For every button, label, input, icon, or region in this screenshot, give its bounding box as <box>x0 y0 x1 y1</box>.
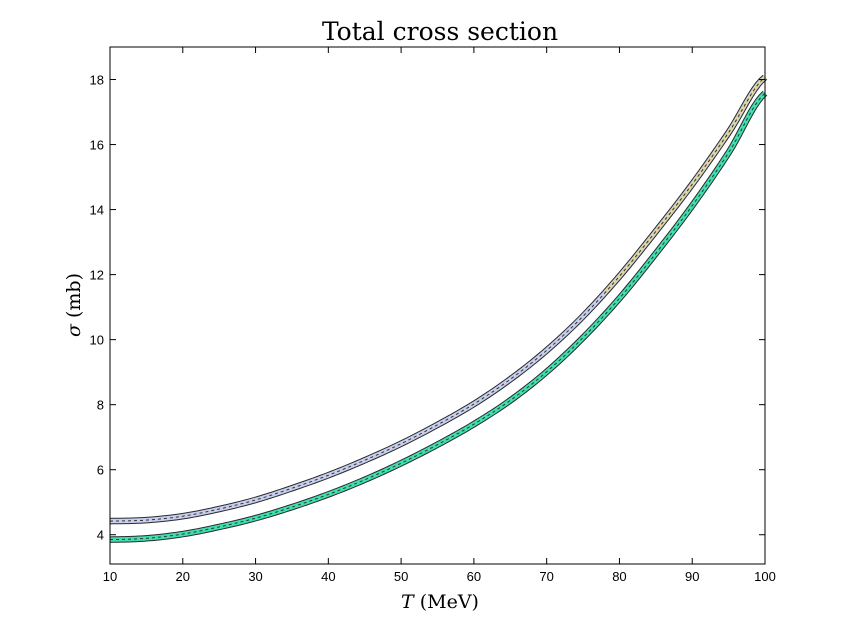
series-0-line <box>109 76 766 522</box>
x-tick-label: 90 <box>685 569 699 584</box>
y-axis-label-group: σ (mb) <box>63 273 85 337</box>
y-tick-label: 10 <box>90 333 104 348</box>
x-tick-label: 100 <box>754 569 776 584</box>
ticks-layer: 10 20 30 40 50 60 70 80 90 100 4 6 8 10 12 14 16 18 <box>90 47 776 584</box>
y-tick-label: 12 <box>90 268 104 283</box>
x-axis-unit: (MeV) <box>420 591 479 613</box>
y-tick-label: 14 <box>90 203 104 218</box>
x-tick-label: 30 <box>248 569 262 584</box>
x-axis-label: T (MeV) <box>401 591 479 613</box>
y-tick-label: 6 <box>97 463 104 478</box>
x-tick-label: 70 <box>539 569 553 584</box>
series-0-band-edge <box>109 74 768 525</box>
series-layer <box>109 74 768 543</box>
chart-title: Total cross section <box>322 17 558 46</box>
y-tick-label: 8 <box>97 398 104 413</box>
series-1-line <box>109 92 766 541</box>
series-1-band-edge <box>109 90 768 543</box>
x-tick-label: 80 <box>612 569 626 584</box>
x-tick-label: 10 <box>103 569 117 584</box>
y-axis-symbol: σ <box>63 323 85 337</box>
y-axis-label: σ (mb) <box>63 273 85 337</box>
x-axis-symbol: T <box>401 591 415 613</box>
y-axis-unit: (mb) <box>63 273 85 318</box>
x-tick-label: 50 <box>394 569 408 584</box>
y-tick-label: 16 <box>90 138 104 153</box>
y-tick-label: 18 <box>90 73 104 88</box>
x-tick-label: 20 <box>176 569 190 584</box>
y-tick-label: 4 <box>97 528 104 543</box>
series-1-band <box>109 91 767 542</box>
series-0-band <box>109 75 767 524</box>
x-tick-label: 60 <box>467 569 481 584</box>
x-tick-label: 40 <box>321 569 335 584</box>
plot-frame <box>109 46 766 565</box>
